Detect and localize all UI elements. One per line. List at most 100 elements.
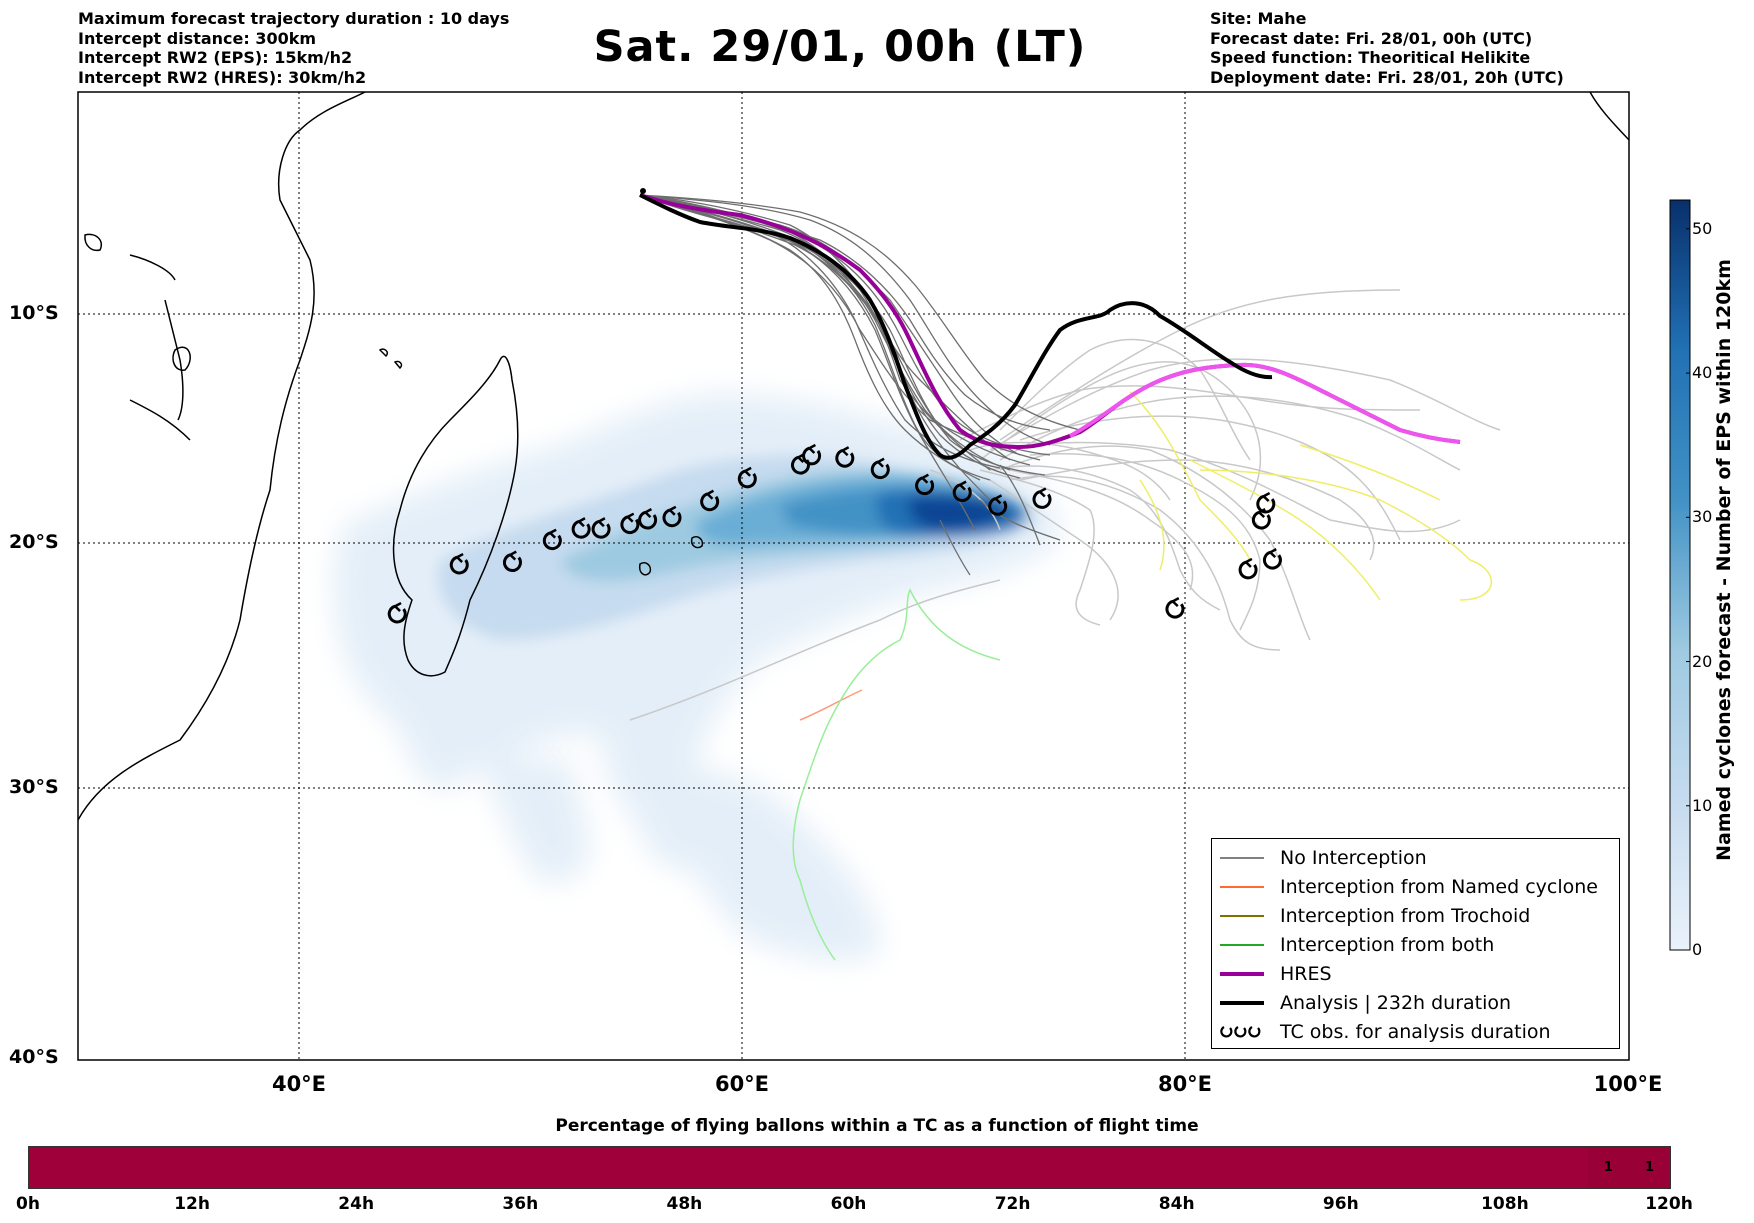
- tc-obs-marker: [662, 505, 682, 528]
- site-name: Site: Mahe: [1210, 9, 1307, 28]
- param-rw2-eps: Intercept RW2 (EPS): 15km/h2: [78, 48, 353, 67]
- legend-line-swatch: [1220, 964, 1266, 984]
- legend-label: No Interception: [1280, 847, 1427, 869]
- lat-label-40s: 40°S: [9, 1046, 59, 1068]
- time-bar-title: Percentage of flying ballons within a TC…: [555, 1116, 1199, 1136]
- tc-obs-marker: [620, 512, 640, 535]
- lon-label-60e: 60°E: [714, 1072, 770, 1096]
- speed-function: Speed function: Theoritical Helikite: [1210, 48, 1531, 67]
- tc-obs-marker: [870, 457, 890, 480]
- tc-obs-marker: [1032, 487, 1052, 509]
- eps-trajectories-after-interception: [629, 289, 1501, 961]
- tc-obs-marker: [700, 489, 720, 512]
- legend-line-swatch: [1220, 993, 1266, 1013]
- legend: No Interception Interception from Named c…: [1211, 838, 1620, 1049]
- tc-obs-marker: [802, 443, 822, 466]
- map-frame: [77, 91, 1630, 1061]
- legend-label: Analysis | 232h duration: [1280, 992, 1512, 1014]
- tc-obs-marker: [1256, 491, 1276, 514]
- tc-obs-marker: [449, 552, 469, 575]
- tc-obs-marker: [1263, 548, 1282, 570]
- mauritius-coast: [638, 561, 652, 576]
- time-bar-tick: 0h: [16, 1194, 40, 1214]
- legend-label: HRES: [1280, 963, 1332, 985]
- hres-trajectory-after: [1069, 362, 1461, 444]
- time-bar-tick: 84h: [1158, 1194, 1195, 1214]
- lon-label-80e: 80°E: [1157, 1072, 1213, 1096]
- lon-label-40e: 40°E: [271, 1072, 327, 1096]
- legend-item: Interception from Trochoid: [1220, 903, 1530, 929]
- tc-obs-marker: [1165, 597, 1185, 619]
- time-bar-tick: 72h: [994, 1194, 1031, 1214]
- legend-item: Interception from Named cyclone: [1220, 874, 1598, 900]
- time-bar-cell: 1: [1628, 1147, 1670, 1188]
- east-africa-inland: [129, 254, 191, 441]
- africa-coast: [78, 92, 366, 821]
- deployment-date: Deployment date: Fri. 28/01, 20h (UTC): [1210, 67, 1564, 87]
- tc-obs-icon: [1220, 1022, 1266, 1042]
- lon-label-100e: 100°E: [1593, 1072, 1663, 1096]
- time-bar-tick: 24h: [338, 1194, 375, 1214]
- launch-site-marker: [640, 188, 647, 195]
- socotra-coast: [84, 233, 102, 252]
- time-bar-cell: 1: [1587, 1147, 1629, 1188]
- legend-item: TC obs. for analysis duration: [1220, 1019, 1551, 1045]
- launch-site: [640, 188, 647, 195]
- time-bar-tick: 60h: [830, 1194, 867, 1214]
- cyclone-density-field: [333, 393, 1060, 961]
- colorbar-tick-marks: [1686, 228, 1690, 951]
- legend-label: Interception from both: [1280, 934, 1495, 956]
- colorbar-title: Named cyclones forecast - Number of EPS …: [1713, 259, 1735, 861]
- colorbar-tick-label: 10: [1692, 795, 1713, 815]
- tc-obs-marker: [915, 473, 935, 496]
- legend-item: Interception from both: [1220, 932, 1494, 958]
- tc-obs-marker: [542, 528, 562, 551]
- time-bar-tick: 96h: [1322, 1194, 1359, 1214]
- tc-obs-marker: [1238, 557, 1258, 580]
- lake-victoria: [172, 346, 191, 371]
- param-duration: Maximum forecast trajectory duration : 1…: [78, 9, 510, 28]
- lat-label-10s: 10°S: [9, 302, 59, 324]
- forecast-date: Forecast date: Fri. 28/01, 00h (UTC): [1210, 28, 1533, 48]
- time-bar-tick: 120h: [1645, 1194, 1693, 1214]
- lat-label-20s: 20°S: [9, 531, 59, 553]
- legend-item: Analysis | 232h duration: [1220, 990, 1511, 1016]
- sumatra-coast: [1589, 92, 1629, 141]
- legend-item: No Interception: [1220, 845, 1427, 871]
- colorbar-tick-label: 20: [1692, 651, 1713, 671]
- tc-obs-marker: [952, 480, 972, 503]
- legend-line-swatch: [1220, 877, 1266, 897]
- colorbar-tick-label: 40: [1692, 363, 1713, 383]
- legend-label: Interception from Trochoid: [1280, 905, 1531, 927]
- legend-label: TC obs. for analysis duration: [1280, 1021, 1551, 1043]
- coastlines: [78, 92, 1629, 821]
- time-bar-tick: 36h: [502, 1194, 539, 1214]
- colorbar-tick-label: 30: [1692, 507, 1713, 527]
- tc-obs-marker: [638, 507, 658, 530]
- forecast-parameters: Maximum forecast trajectory duration : 1…: [78, 9, 509, 87]
- tc-obs-marker: [737, 466, 757, 489]
- lake-tanganyika: [164, 299, 184, 421]
- colorbar-tick-label: 50: [1692, 218, 1713, 238]
- time-bar-tick: 48h: [666, 1194, 703, 1214]
- legend-line-swatch: [1220, 906, 1266, 926]
- analysis-trajectory: [639, 193, 1273, 460]
- tc-obs-marker: [835, 446, 855, 468]
- legend-line-swatch: [1220, 935, 1266, 955]
- lat-label-30s: 30°S: [9, 776, 59, 798]
- colorbar-gradient: [1669, 199, 1691, 951]
- tc-observations: [387, 443, 1282, 624]
- reunion-coast: [690, 535, 704, 549]
- time-bar-tick: 12h: [174, 1194, 210, 1214]
- tc-obs-marker: [503, 550, 522, 572]
- param-intercept-distance: Intercept distance: 300km: [78, 28, 317, 48]
- map-title: Sat. 29/01, 00h (LT): [593, 22, 1087, 72]
- graticule: [78, 92, 1629, 1060]
- legend-item: HRES: [1220, 961, 1332, 987]
- tc-obs-marker: [387, 601, 407, 624]
- colorbar-tick-label: 0: [1692, 940, 1703, 959]
- tc-obs-marker: [591, 517, 611, 539]
- madagascar-coast: [392, 355, 519, 677]
- legend-label: Interception from Named cyclone: [1280, 876, 1598, 898]
